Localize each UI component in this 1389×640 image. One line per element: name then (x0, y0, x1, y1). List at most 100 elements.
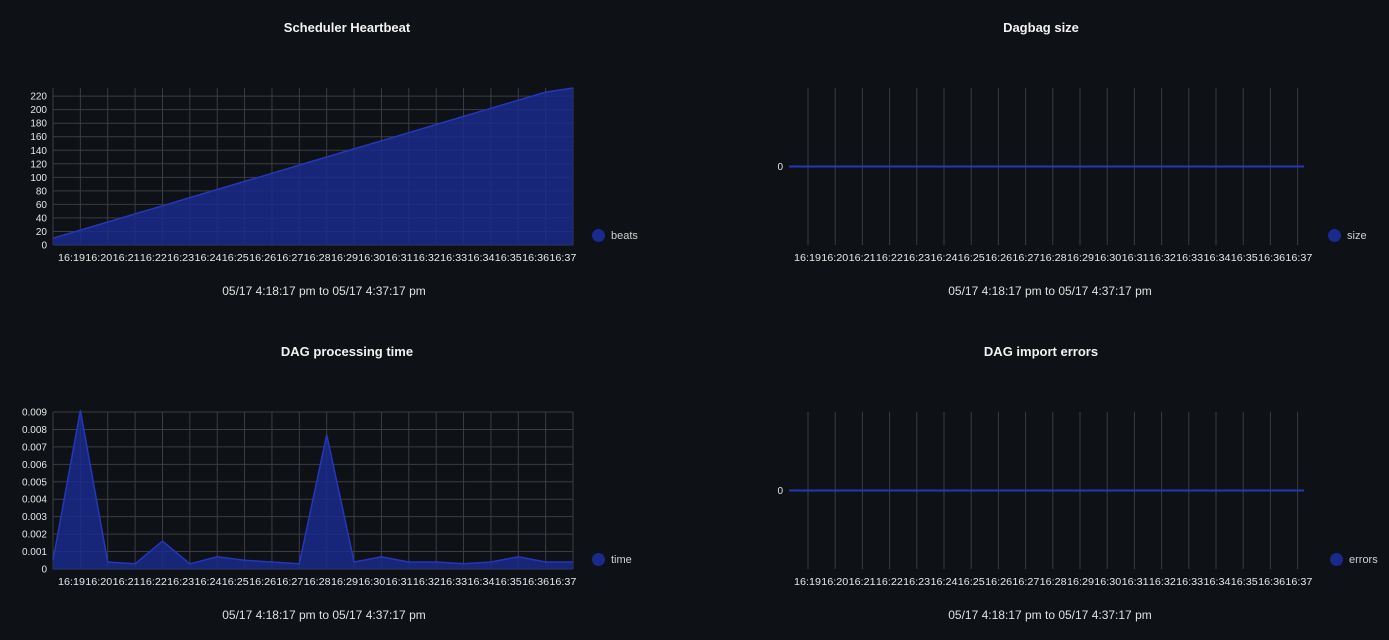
dagbag-chart: 016:19 16:20 16:21 16:22 16:23 16:24 16:25 16:2… (777, 88, 1313, 264)
panel-scheduler-heartbeat: Scheduler Heartbeat 0 20 40 60 80 100 120 140 16… (0, 0, 694, 316)
y-tick-label: 120 (30, 159, 47, 170)
y-tick-label: 0 (777, 486, 783, 497)
x-tick-label: 16:31 (386, 253, 413, 264)
legend-label: errors (1349, 553, 1378, 566)
panel-dag-processing-time: DAG processing time 0 0.001 0.002 0.003 0.00… (0, 324, 694, 640)
x-tick-label: 16:35 (495, 577, 522, 588)
x-tick-label: 16:34 (1204, 253, 1231, 264)
x-tick-label: 16:35 (1231, 577, 1258, 588)
x-tick-label: 16:21 (113, 253, 140, 264)
legend-item-errors[interactable]: errors (1330, 553, 1378, 566)
x-tick-label: 16:19 (58, 253, 85, 264)
legend-item-beats[interactable]: beats (592, 229, 638, 242)
x-tick-label: 16:29 (1067, 253, 1094, 264)
x-tick-label: 16:22 (140, 253, 167, 264)
x-tick-label: 16:37 (1285, 253, 1312, 264)
y-tick-label: 80 (36, 186, 48, 197)
legend-swatch (592, 553, 605, 566)
legend-label: beats (611, 229, 638, 242)
x-tick-label: 16:24 (931, 253, 958, 264)
x-tick-label: 16:19 (794, 577, 821, 588)
x-tick-label: 16:36 (1258, 253, 1285, 264)
chart-title: Scheduler Heartbeat (283, 20, 411, 35)
x-tick-label: 16:36 (1258, 577, 1285, 588)
y-tick-label: 60 (36, 200, 48, 211)
time-range-text: 05/17 4:18:17 pm to 05/17 4:37:17 pm (948, 284, 1152, 298)
x-tick-label: 16:34 (468, 577, 495, 588)
y-tick-label: 0 (41, 241, 47, 252)
legend-item-time[interactable]: time (592, 553, 632, 566)
y-tick-label: 0.001 (22, 547, 47, 558)
x-tick-label: 16:35 (495, 253, 522, 264)
x-tick-label: 16:26 (249, 577, 276, 588)
x-tick-label: 16:20 (85, 253, 112, 264)
x-tick-label: 16:25 (222, 577, 249, 588)
x-tick-label: 16:31 (1122, 577, 1149, 588)
x-tick-label: 16:26 (985, 253, 1012, 264)
x-tick-label: 16:22 (140, 577, 167, 588)
x-tick-label: 16:28 (1040, 253, 1067, 264)
import-errors-chart: 016:19 16:20 16:21 16:22 16:23 16:24 16:25 16:2… (777, 412, 1313, 588)
x-tick-label: 16:21 (849, 253, 876, 264)
y-tick-label: 0.002 (22, 530, 47, 541)
legend-label: size (1347, 229, 1367, 242)
x-tick-label: 16:32 (1149, 253, 1176, 264)
y-tick-label: 0.006 (22, 460, 47, 471)
x-tick-label: 16:31 (1122, 253, 1149, 264)
y-tick-label: 0.009 (22, 408, 47, 419)
x-tick-label: 16:25 (958, 253, 985, 264)
x-tick-label: 16:33 (1176, 253, 1203, 264)
y-tick-label: 0.008 (22, 425, 47, 436)
y-tick-label: 20 (36, 227, 48, 238)
x-tick-label: 16:24 (931, 577, 958, 588)
x-tick-label: 16:30 (358, 253, 385, 264)
x-tick-label: 16:26 (249, 253, 276, 264)
x-tick-label: 16:30 (1094, 253, 1121, 264)
x-tick-label: 16:20 (85, 577, 112, 588)
x-tick-label: 16:23 (903, 577, 930, 588)
processing-chart: 0 0.001 0.002 0.003 0.004 0.005 0.006 0.007 0.00… (22, 408, 577, 589)
x-tick-label: 16:28 (1040, 577, 1067, 588)
x-tick-label: 16:29 (1067, 577, 1094, 588)
x-tick-label: 16:21 (113, 577, 140, 588)
x-tick-label: 16:32 (1149, 577, 1176, 588)
time-range-text: 05/17 4:18:17 pm to 05/17 4:37:17 pm (948, 608, 1152, 622)
x-tick-label: 16:27 (1012, 253, 1039, 264)
time-range-text: 05/17 4:18:17 pm to 05/17 4:37:17 pm (222, 608, 426, 622)
x-tick-label: 16:28 (304, 253, 331, 264)
y-tick-label: 180 (30, 119, 47, 130)
time-range-text: 05/17 4:18:17 pm to 05/17 4:37:17 pm (222, 284, 426, 298)
grid (52, 411, 574, 570)
x-tick-label: 16:27 (276, 253, 303, 264)
x-tick-label: 16:23 (167, 253, 194, 264)
x-tick-label: 16:30 (358, 577, 385, 588)
x-tick-label: 16:29 (331, 577, 358, 588)
x-tick-label: 16:33 (1176, 577, 1203, 588)
x-tick-label: 16:19 (58, 577, 85, 588)
x-tick-label: 16:21 (849, 577, 876, 588)
x-tick-label: 16:25 (958, 577, 985, 588)
panel-dagbag-size: Dagbag size 0 16:19 16:20 16:21 16:22 16:23 16… (694, 0, 1388, 316)
series-line (52, 410, 573, 565)
x-tick-label: 16:27 (1012, 577, 1039, 588)
legend-swatch (1330, 553, 1343, 566)
x-tick-label: 16:35 (1231, 253, 1258, 264)
x-tick-label: 16:31 (386, 577, 413, 588)
series-line (52, 87, 574, 239)
legend-swatch (1328, 229, 1341, 242)
y-tick-label: 0.003 (22, 512, 47, 523)
x-tick-label: 16:34 (468, 253, 495, 264)
x-tick-label: 16:28 (304, 577, 331, 588)
x-tick-label: 16:37 (1285, 577, 1312, 588)
y-tick-label: 160 (30, 132, 47, 143)
x-tick-label: 16:32 (413, 577, 440, 588)
series-area (53, 88, 573, 245)
heartbeat-chart: 0 20 40 60 80 100 120 140 160 180 200 220 16:19 16:20… (30, 87, 577, 264)
x-tick-label: 16:33 (440, 577, 467, 588)
legend-item-size[interactable]: size (1328, 229, 1367, 242)
x-tick-label: 16:20 (821, 577, 848, 588)
x-tick-label: 16:24 (195, 577, 222, 588)
x-tick-label: 16:33 (440, 253, 467, 264)
chart-title: DAG processing time (280, 344, 414, 359)
x-tick-label: 16:36 (522, 577, 549, 588)
